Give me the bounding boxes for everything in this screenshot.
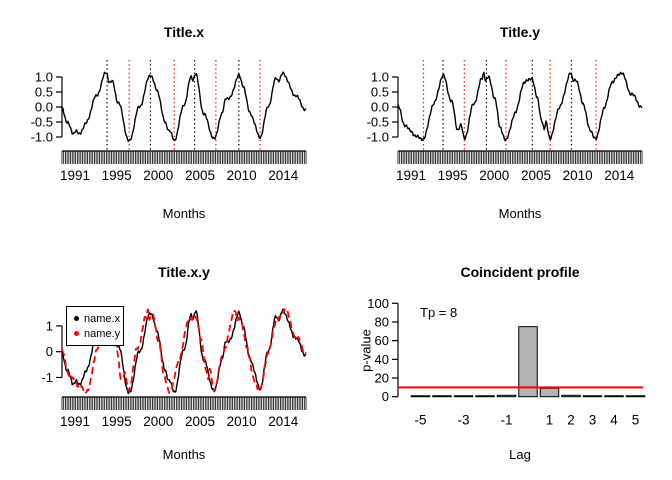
pvalue-bar-lag-1	[496, 394, 517, 398]
x-tick-label: 1991	[60, 414, 90, 429]
x-tick-label: 2014	[268, 168, 299, 183]
yaxis-label-pvalue: p-value	[358, 329, 374, 372]
pvalue-bar-lag-3	[453, 395, 474, 398]
y-tick-label: -1	[41, 370, 53, 385]
x-tick-label: 2000	[479, 168, 509, 183]
x-tick-label: 2010	[227, 414, 257, 429]
x-tick-label: 1995	[438, 168, 468, 183]
x-tick-label: 4	[610, 413, 618, 428]
y-tick-label: 80	[375, 314, 389, 329]
panel-title-x: Title.x	[163, 24, 205, 40]
y-tick-label: 0.0	[35, 100, 53, 115]
panel-title-coincident: Coincident profile	[460, 264, 580, 280]
x-tick-label: 5	[632, 413, 640, 428]
y-tick-label: 0.5	[371, 85, 389, 100]
x-tick-label: 3	[589, 413, 597, 428]
x-tick-label: 2005	[185, 168, 215, 183]
xaxis-label-months-1: Months	[162, 206, 206, 221]
y-tick-label: 0	[382, 389, 389, 404]
y-tick-label: 60	[375, 333, 389, 348]
x-tick-label: 1995	[102, 414, 132, 429]
y-tick-label: 100	[367, 296, 389, 311]
legend-box: name.x name.y	[66, 306, 124, 346]
pvalue-bar-lag3	[582, 395, 603, 398]
y-tick-label: -1.0	[367, 130, 389, 145]
y-tick-label: -0.5	[367, 115, 389, 130]
x-tick-label: -3	[457, 413, 469, 428]
panel-title-xy: Title.x.y	[158, 264, 210, 280]
x-tick-label: 2	[567, 413, 575, 428]
x-tick-label: 1991	[396, 168, 426, 183]
x-tick-label: 1991	[60, 168, 90, 183]
x-tick-label: 2000	[143, 168, 173, 183]
x-tick-label: 1	[546, 413, 554, 428]
panel-title-y: Title.y	[499, 24, 541, 40]
x-tick-label: 2010	[227, 168, 257, 183]
pvalue-bar-lag0	[518, 326, 538, 398]
series-line-x	[61, 71, 307, 143]
series-line-y	[397, 71, 643, 142]
y-tick-label: 1	[46, 318, 53, 333]
x-tick-label: -5	[414, 413, 426, 428]
y-tick-label: 0	[46, 344, 53, 359]
legend-entry-name-x: name.x	[67, 311, 123, 326]
x-tick-label: 2014	[268, 414, 299, 429]
x-tick-label: 2000	[143, 414, 173, 429]
legend-marker-name-x	[74, 316, 79, 321]
xaxis-label-months-2: Months	[498, 206, 542, 221]
pvalue-bar-lag2	[561, 394, 581, 398]
pvalue-bar-lag5	[625, 395, 646, 398]
x-tick-label: 2014	[604, 168, 635, 183]
y-tick-label: 40	[375, 352, 389, 367]
y-tick-label: 1.0	[35, 70, 53, 85]
xaxis-label-lag: Lag	[509, 447, 531, 462]
legend-label-name-x: name.x	[84, 312, 121, 325]
y-tick-label: -0.5	[31, 115, 53, 130]
x-tick-label: -1	[500, 413, 512, 428]
legend-entry-name-y: name.y	[67, 326, 123, 341]
x-tick-label: 2010	[563, 168, 593, 183]
pvalue-bar-lag-4	[432, 395, 452, 398]
pvalue-bar-lag4	[604, 395, 624, 398]
pvalue-bar-lag-5	[410, 395, 431, 398]
x-tick-label: 2005	[521, 168, 551, 183]
pvalue-bar-lag1	[539, 387, 560, 398]
y-tick-label: 0.0	[371, 100, 389, 115]
y-tick-label: -1.0	[31, 130, 53, 145]
y-tick-label: 20	[375, 371, 389, 386]
legend-marker-name-y	[74, 331, 79, 336]
legend-label-name-y: name.y	[84, 327, 121, 340]
y-tick-label: 1.0	[371, 70, 389, 85]
tp-annotation: Tp = 8	[420, 305, 458, 320]
pvalue-bar-lag-2	[475, 395, 495, 398]
x-tick-label: 2005	[185, 414, 215, 429]
x-tick-label: 1995	[102, 168, 132, 183]
y-tick-label: 0.5	[35, 85, 53, 100]
xaxis-label-months-3: Months	[162, 447, 206, 462]
